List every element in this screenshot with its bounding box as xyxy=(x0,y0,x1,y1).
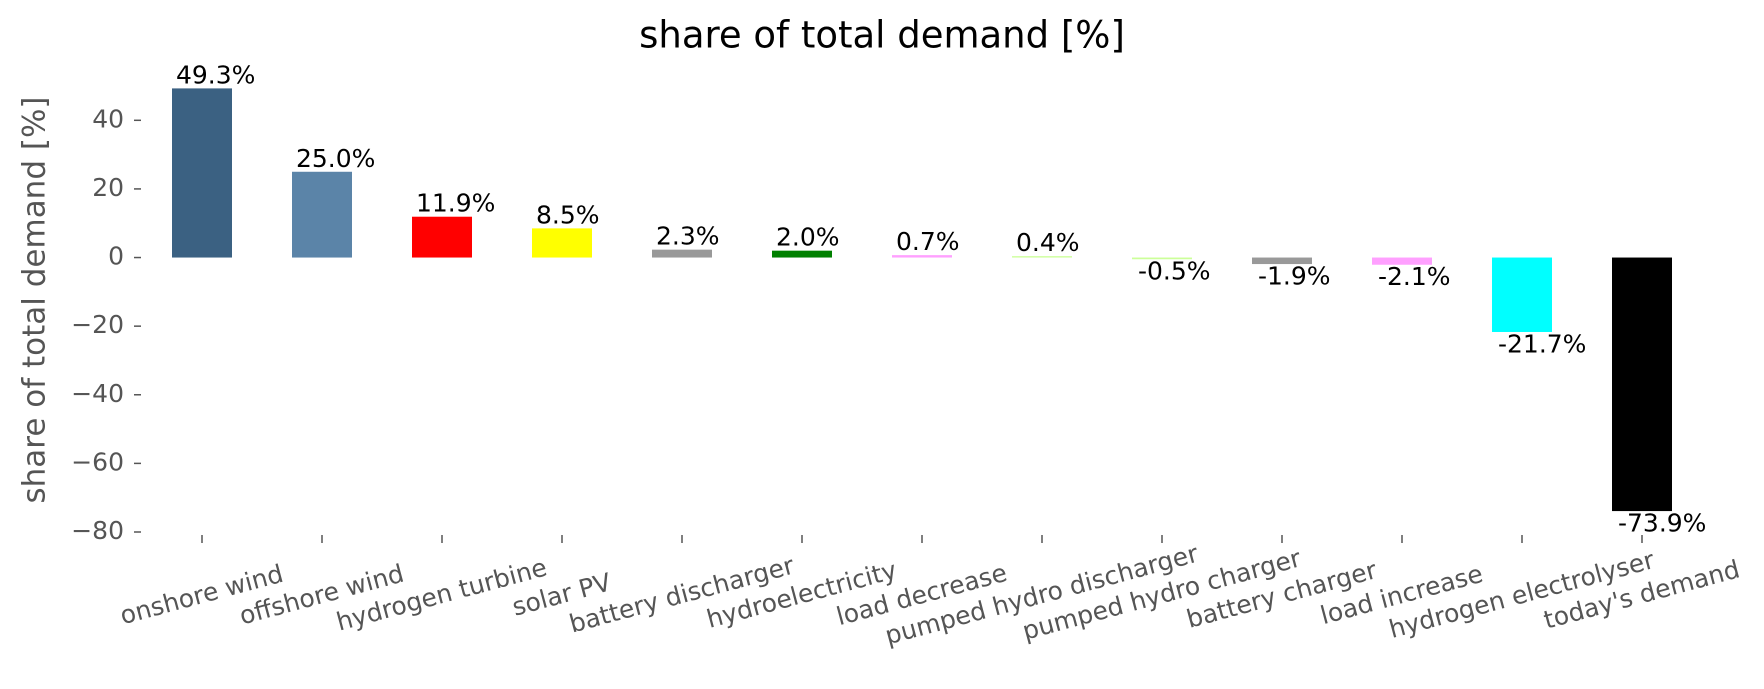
bar xyxy=(172,88,232,258)
value-label: -21.7% xyxy=(1498,329,1586,358)
bar xyxy=(412,216,472,258)
bar xyxy=(1132,257,1192,260)
bar xyxy=(772,250,832,258)
y-tick-label: −40 xyxy=(71,379,124,408)
y-axis-label: share of total demand [%] xyxy=(17,96,53,503)
value-label: 0.4% xyxy=(1016,228,1080,257)
chart-title: share of total demand [%] xyxy=(639,14,1125,57)
y-tick-label: −60 xyxy=(71,447,124,476)
y-tick-label: −80 xyxy=(71,516,124,545)
bar xyxy=(1372,257,1432,265)
value-label: -2.1% xyxy=(1378,262,1451,291)
y-tick-label: 0 xyxy=(108,242,124,271)
value-label: 49.3% xyxy=(176,60,255,89)
y-tick-label: 20 xyxy=(92,173,124,202)
y-tick-label: 40 xyxy=(92,104,124,133)
value-label: 2.0% xyxy=(776,223,840,252)
bar xyxy=(532,228,592,258)
bar xyxy=(892,255,952,258)
value-label: -0.5% xyxy=(1138,257,1211,286)
value-label: 0.7% xyxy=(896,227,960,256)
bar xyxy=(1252,257,1312,265)
bar xyxy=(292,171,352,258)
value-label: 8.5% xyxy=(536,200,600,229)
y-tick-label: −20 xyxy=(71,310,124,339)
value-label: -73.9% xyxy=(1618,508,1706,537)
value-label: 2.3% xyxy=(656,222,720,251)
bar xyxy=(1492,257,1552,332)
bar xyxy=(1612,257,1672,512)
value-label: 11.9% xyxy=(416,189,495,218)
bar xyxy=(652,249,712,258)
value-label: -1.9% xyxy=(1258,261,1331,290)
bar xyxy=(1012,256,1072,258)
value-label: 25.0% xyxy=(296,144,375,173)
